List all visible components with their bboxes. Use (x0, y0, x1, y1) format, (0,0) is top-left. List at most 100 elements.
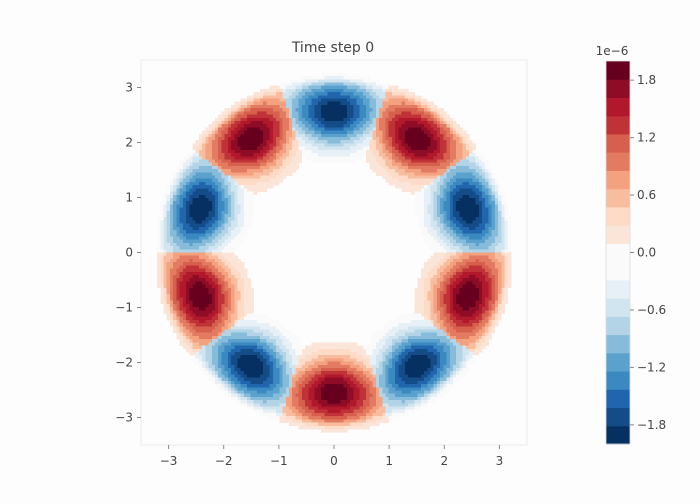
heatmap-cell (234, 319, 238, 324)
heatmap-cell (234, 230, 238, 234)
heatmap-cell (305, 137, 309, 141)
heatmap-cell (414, 143, 419, 148)
heatmap-cell (424, 114, 428, 119)
heatmap-cell (260, 188, 264, 192)
heatmap-cell (388, 101, 393, 106)
heatmap-cell (462, 258, 467, 263)
heatmap-cell (462, 226, 467, 231)
heatmap-cell (224, 316, 229, 321)
heatmap-cell (456, 191, 460, 196)
heatmap-cell (411, 98, 415, 103)
heatmap-cell (211, 239, 216, 244)
heatmap-cell (218, 246, 222, 250)
heatmap-cell (202, 230, 206, 234)
heatmap-cell (305, 124, 309, 128)
heatmap-cell (369, 92, 373, 96)
heatmap-cell (498, 191, 502, 196)
heatmap-cell (288, 130, 293, 135)
heatmap-cell (276, 124, 280, 128)
heatmap-cell (256, 149, 261, 154)
heatmap-cell (401, 108, 406, 112)
heatmap-cell (243, 146, 248, 151)
heatmap-cell (414, 127, 419, 131)
heatmap-cell (247, 181, 251, 186)
heatmap-cell (459, 169, 464, 173)
heatmap-cell (272, 143, 277, 148)
heatmap-cell (424, 127, 428, 131)
heatmap-cell (218, 159, 222, 164)
heatmap-cell (472, 214, 476, 218)
heatmap-cell (446, 178, 451, 183)
heatmap-cell (243, 204, 248, 208)
heatmap-cell (285, 172, 290, 176)
heatmap-cell (449, 246, 454, 250)
heatmap-cell (462, 323, 467, 327)
heatmap-cell (456, 268, 460, 273)
heatmap-cell (465, 278, 470, 282)
heatmap-cell (256, 323, 261, 327)
heatmap-cell (459, 246, 464, 250)
heatmap-cell (160, 246, 164, 250)
heatmap-cell (501, 226, 505, 231)
heatmap-cell (279, 137, 283, 141)
heatmap-cell (288, 140, 293, 144)
heatmap-cell (256, 146, 261, 151)
heatmap-cell (366, 156, 370, 160)
heatmap-cell (250, 165, 254, 170)
heatmap-cell (481, 178, 486, 183)
heatmap-cell (189, 294, 193, 298)
heatmap-cell (227, 284, 232, 289)
heatmap-cell (237, 149, 242, 154)
heatmap-cell (195, 271, 200, 276)
heatmap-cell (475, 153, 480, 157)
heatmap-cell (243, 178, 248, 183)
heatmap-cell (218, 204, 222, 208)
heatmap-cell (301, 124, 306, 128)
heatmap-cell (388, 159, 393, 164)
heatmap-cell (334, 124, 338, 128)
heatmap-cell (459, 236, 464, 241)
heatmap-cell (166, 274, 171, 279)
heatmap-cell (195, 233, 200, 237)
heatmap-cell (218, 284, 222, 289)
heatmap-cell (237, 319, 242, 324)
heatmap-cell (481, 246, 486, 250)
heatmap-cell (221, 210, 226, 215)
heatmap-cell (269, 153, 274, 157)
heatmap-cell (260, 137, 264, 141)
heatmap-cell (305, 130, 309, 135)
heatmap-cell (211, 300, 216, 305)
heatmap-cell (504, 274, 509, 279)
heatmap-cell (285, 159, 290, 164)
heatmap-cell (453, 175, 457, 180)
heatmap-cell (205, 210, 209, 215)
heatmap-cell (173, 284, 177, 289)
heatmap-cell (195, 146, 200, 151)
heatmap-cell (276, 111, 280, 115)
heatmap-cell (485, 188, 489, 192)
heatmap-cell (372, 127, 377, 131)
heatmap-cell (301, 108, 306, 112)
heatmap-cell (369, 114, 373, 119)
heatmap-cell (417, 217, 422, 221)
heatmap-cell (453, 291, 457, 295)
heatmap-cell (388, 88, 393, 93)
heatmap-cell (227, 153, 232, 157)
heatmap-cell (237, 194, 242, 199)
heatmap-cell (189, 178, 193, 183)
heatmap-cell (211, 210, 216, 215)
heatmap-cell (491, 274, 496, 279)
heatmap-cell (436, 127, 441, 131)
heatmap-cell (160, 284, 164, 289)
heatmap-cell (478, 210, 483, 215)
heatmap-cell (202, 313, 206, 318)
heatmap-cell (324, 124, 328, 128)
heatmap-cell (356, 82, 361, 87)
heatmap-cell (340, 127, 345, 131)
heatmap-cell (250, 143, 254, 148)
heatmap-cell (488, 252, 493, 257)
heatmap-cell (211, 287, 216, 292)
heatmap-cell (420, 210, 425, 215)
heatmap-cell (449, 310, 454, 314)
heatmap-cell (231, 104, 235, 109)
